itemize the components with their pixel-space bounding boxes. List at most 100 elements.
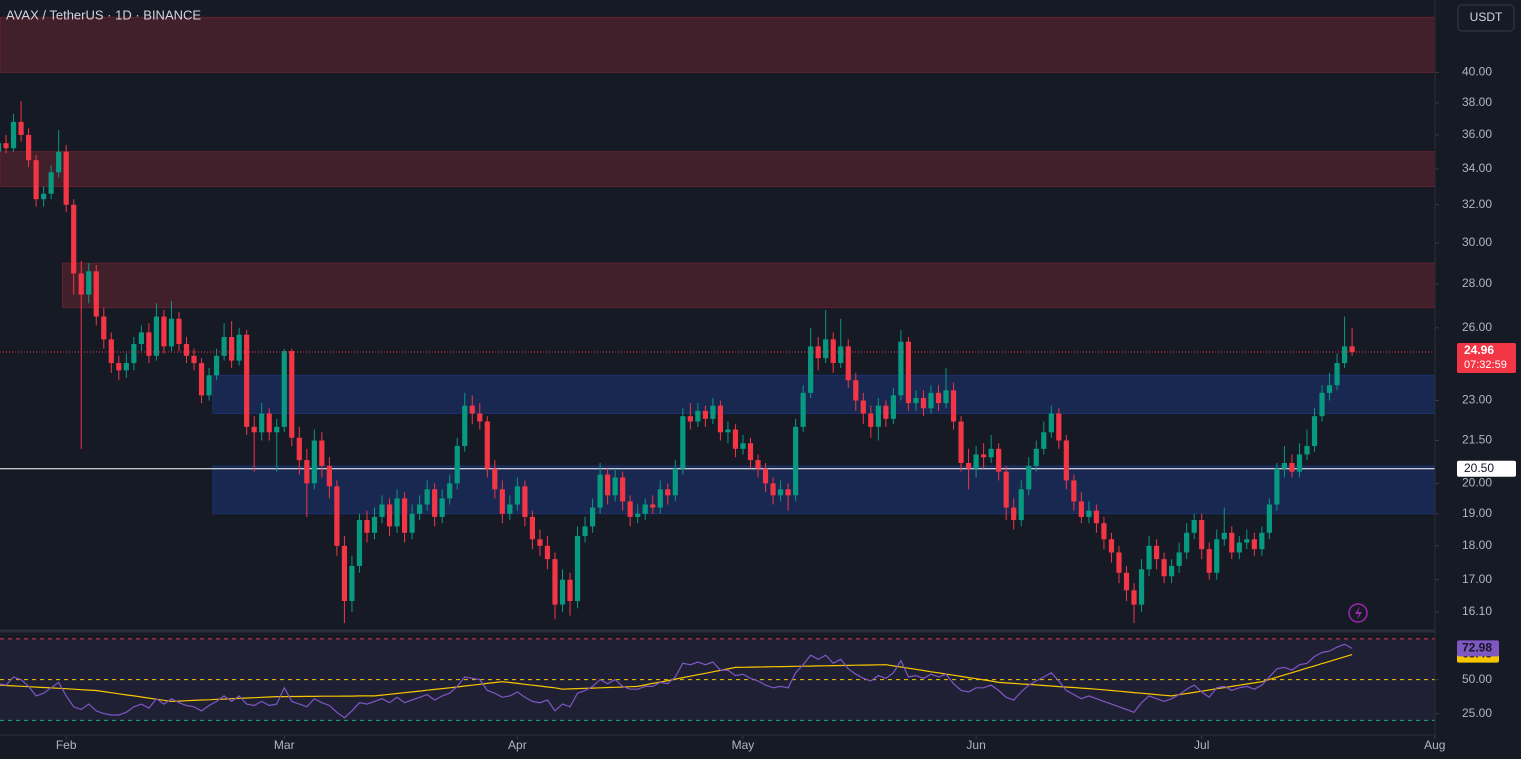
x-tick-label: Apr xyxy=(508,738,527,752)
candle-body xyxy=(56,151,62,173)
candle-body xyxy=(627,501,633,517)
rsi-tick-label: 50.00 xyxy=(1462,672,1492,686)
candle-body xyxy=(620,477,626,502)
candle-body xyxy=(725,429,731,433)
candle-body xyxy=(3,143,9,149)
candle-body xyxy=(559,579,566,605)
candle-body xyxy=(657,489,663,508)
rsi-tick-label: 25.00 xyxy=(1462,706,1492,720)
candle-body xyxy=(1138,569,1145,605)
candle-body xyxy=(589,507,596,527)
candle-body xyxy=(1206,549,1212,573)
y-tick-label: 18.00 xyxy=(1462,538,1492,552)
candle-body xyxy=(191,355,197,364)
candle-body xyxy=(63,151,69,205)
x-tick-label: Mar xyxy=(274,738,295,752)
candle-body xyxy=(123,363,129,371)
y-tick-label: 23.00 xyxy=(1462,393,1492,407)
candle-body xyxy=(1176,552,1182,566)
candle-body xyxy=(244,334,250,427)
candle-body xyxy=(507,504,513,514)
hline-box xyxy=(1457,460,1516,477)
candle-body xyxy=(1056,413,1062,441)
candle-body xyxy=(1319,392,1325,417)
candle-body xyxy=(642,504,648,514)
candle-body xyxy=(1041,432,1047,449)
candle-body xyxy=(101,316,107,340)
candle-body xyxy=(695,410,701,422)
candle-body xyxy=(1191,520,1197,533)
candle-body xyxy=(935,392,942,404)
candle-body xyxy=(860,400,866,414)
candle-body xyxy=(213,355,220,376)
candle-body xyxy=(958,421,964,463)
candle-body xyxy=(1169,565,1175,577)
countdown-label: 07:32:59 xyxy=(1464,359,1507,371)
currency-label[interactable]: USDT xyxy=(1470,10,1503,24)
candle-body xyxy=(1123,572,1130,591)
y-tick-label: 19.00 xyxy=(1462,506,1492,520)
currency-button[interactable] xyxy=(1457,4,1515,32)
candle-body xyxy=(635,513,641,517)
candle-body xyxy=(10,121,17,149)
candle-body xyxy=(394,498,400,527)
candle-body xyxy=(920,397,927,409)
candle-body xyxy=(371,516,378,533)
y-tick-label: 21.50 xyxy=(1462,433,1492,447)
rsi-ma-line xyxy=(0,654,1353,703)
last-price-label: 24.96 xyxy=(1464,343,1494,357)
candle-body xyxy=(612,477,618,496)
candle-body xyxy=(913,397,919,404)
x-tick-label: Jun xyxy=(966,738,985,752)
candle-body xyxy=(890,395,896,419)
plot-layer xyxy=(0,16,1439,739)
candle-body xyxy=(762,468,769,484)
y-tick-label: 30.00 xyxy=(1462,235,1492,249)
candle-body xyxy=(1033,448,1039,466)
candle-body xyxy=(454,446,460,484)
candle-body xyxy=(296,437,302,461)
line-value-label: 72.98 xyxy=(1462,641,1492,655)
candle-body xyxy=(965,462,972,469)
candle-body xyxy=(1078,501,1084,517)
candle-body xyxy=(1244,539,1250,543)
candle-body xyxy=(687,416,693,422)
candle-body xyxy=(838,346,844,364)
candle-body xyxy=(364,520,370,533)
candle-body xyxy=(1161,559,1167,577)
candle-body xyxy=(341,545,348,602)
candle-body xyxy=(702,410,708,419)
x-tick-label: May xyxy=(732,738,755,752)
candle-body xyxy=(439,498,445,517)
candle-body xyxy=(1153,545,1160,560)
x-tick-label: Jul xyxy=(1194,738,1209,752)
candle-body xyxy=(605,474,611,496)
candle-body xyxy=(582,526,588,537)
candle-body xyxy=(417,504,423,514)
candle-body xyxy=(514,486,520,505)
candle-body xyxy=(1116,552,1122,573)
candle-body xyxy=(567,579,573,602)
y-tick-label: 17.00 xyxy=(1462,572,1492,586)
candle-body xyxy=(18,121,24,135)
candle-body xyxy=(499,489,505,514)
symbol-title: AVAX / TetherUS · 1D · BINANCE xyxy=(6,7,201,22)
candle-body xyxy=(25,134,32,161)
candle-body xyxy=(597,474,603,508)
y-tick-label: 28.00 xyxy=(1462,276,1492,290)
candle-body xyxy=(574,536,581,602)
candle-body xyxy=(680,416,686,469)
candle-body xyxy=(1259,532,1265,550)
candle-body xyxy=(1071,480,1077,502)
candle-body xyxy=(86,271,92,295)
candle-body xyxy=(1229,532,1235,553)
alert-icon[interactable] xyxy=(1348,603,1368,623)
candle-body xyxy=(1341,346,1348,364)
candle-body xyxy=(1274,468,1280,505)
zone xyxy=(212,374,1436,415)
candle-body xyxy=(650,504,656,508)
candle-body xyxy=(552,559,558,605)
candle-body xyxy=(770,483,776,496)
candle-body xyxy=(319,440,325,466)
